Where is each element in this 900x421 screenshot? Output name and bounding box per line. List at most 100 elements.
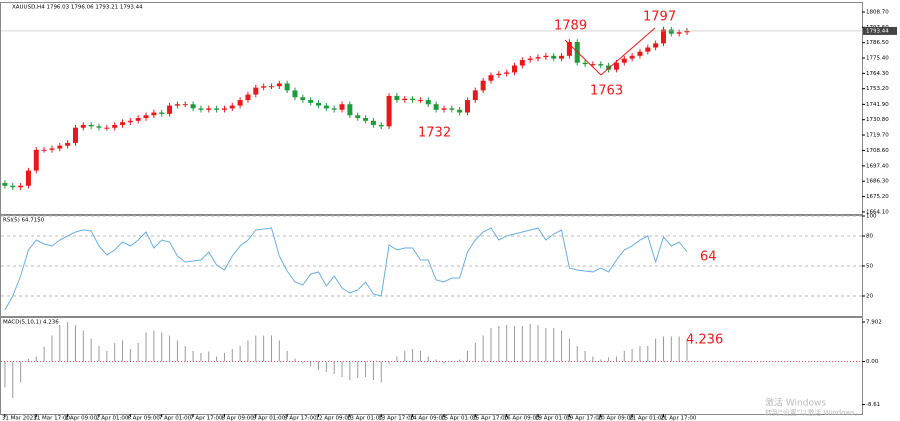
candle-body xyxy=(182,104,188,106)
candle-body xyxy=(276,83,282,87)
candle-body xyxy=(214,108,220,110)
watermark: 激活 Windows xyxy=(765,397,826,409)
candle-body xyxy=(660,29,666,44)
y-tick-label: 7.902 xyxy=(866,319,882,325)
y-tick-label: 1686.30 xyxy=(866,179,889,185)
candle-body xyxy=(331,108,337,110)
candle-body xyxy=(253,87,259,95)
candle-body xyxy=(159,112,165,114)
x-tick-label: 9 Apr 01:00 xyxy=(253,416,286,421)
candle-body xyxy=(566,41,572,56)
candle-body xyxy=(598,64,604,66)
candle-body xyxy=(559,55,565,59)
x-tick-label: 14 Apr 09:00 xyxy=(410,416,446,421)
candle-body xyxy=(96,126,102,128)
candle-body xyxy=(653,43,659,48)
x-tick-label: 2 Apr 01:00 xyxy=(96,416,129,421)
candle-body xyxy=(167,105,173,114)
candle-body xyxy=(551,55,557,59)
candle-body xyxy=(504,72,510,74)
candle-body xyxy=(120,122,126,125)
watermark: 转到“设置”以激活 Windows。 xyxy=(765,408,862,417)
candle-body xyxy=(88,124,94,127)
candle-body xyxy=(33,149,39,171)
y-tick-label: 1741.90 xyxy=(866,102,889,108)
x-tick-label: 16 Apr 09:00 xyxy=(504,416,540,421)
candle-body xyxy=(355,115,361,119)
candle-body xyxy=(347,104,353,116)
candle-body xyxy=(433,104,439,110)
annotation: 1797 xyxy=(643,10,676,25)
candle-body xyxy=(684,30,690,33)
candle-body xyxy=(582,62,588,65)
candle-body xyxy=(441,108,447,110)
candle-body xyxy=(135,118,141,121)
candle-body xyxy=(300,97,306,101)
y-tick-label: -8.61 xyxy=(866,402,880,408)
y-tick-label: 1786.50 xyxy=(866,40,889,46)
candle-body xyxy=(606,65,612,70)
candle-body xyxy=(370,120,376,125)
x-tick-label: 31 Mar 17:00 xyxy=(33,416,70,421)
candle-body xyxy=(41,149,47,151)
candle-body xyxy=(229,105,235,109)
x-tick-label: 13 Apr 01:00 xyxy=(347,416,383,421)
candle-body xyxy=(174,104,180,106)
candle-body xyxy=(190,104,196,109)
candle-body xyxy=(198,108,204,110)
x-tick-label: 31 Mar 2021 xyxy=(2,416,37,421)
candle-body xyxy=(10,185,16,188)
candle-body xyxy=(245,94,251,101)
last-price-label: 1793.44 xyxy=(866,28,889,34)
annotation: 1763 xyxy=(590,84,623,99)
x-tick-label: 19 Apr 17:00 xyxy=(566,416,602,421)
candle-body xyxy=(104,127,110,129)
candle-body xyxy=(645,47,651,52)
y-tick-label: 1730.80 xyxy=(866,117,889,123)
candle-body xyxy=(512,65,518,73)
annotation: 1732 xyxy=(418,126,451,141)
x-tick-label: 21 Apr 17:00 xyxy=(660,416,696,421)
x-tick-label: 13 Apr 17:00 xyxy=(378,416,414,421)
candle-body xyxy=(410,98,416,101)
x-tick-label: 1 Apr 09:00 xyxy=(65,416,98,421)
x-tick-label: 21 Apr 01:00 xyxy=(629,416,665,421)
candle-body xyxy=(402,98,408,101)
macd-title: MACD(5,10,1) 4.236 xyxy=(3,320,59,326)
candle-body xyxy=(394,95,400,101)
candle-body xyxy=(496,73,502,76)
candle-body xyxy=(25,170,31,186)
y-tick-label: 1719.70 xyxy=(866,133,889,139)
candle-body xyxy=(151,112,157,116)
candle-body xyxy=(65,142,71,146)
y-tick-label: 80 xyxy=(866,234,873,240)
candle-body xyxy=(378,124,384,127)
candle-body xyxy=(49,148,55,150)
candle-body xyxy=(590,64,596,66)
y-tick-label: 1753.20 xyxy=(866,86,889,92)
macd-panel xyxy=(0,317,863,415)
rsi-line xyxy=(4,227,688,311)
candle-body xyxy=(457,109,463,113)
zigzag xyxy=(564,27,656,76)
y-tick-label: 20 xyxy=(866,294,873,300)
annotation: 1789 xyxy=(554,19,587,34)
candle-body xyxy=(80,124,86,128)
y-tick-label: 1708.60 xyxy=(866,148,889,154)
x-tick-label: 6 Apr 09:00 xyxy=(127,416,160,421)
candle-body xyxy=(613,62,619,70)
y-tick-label: 100 xyxy=(866,214,877,220)
candle-body xyxy=(57,145,63,149)
candle-body xyxy=(386,95,392,127)
candle-body xyxy=(629,55,635,59)
candle-body xyxy=(637,51,643,56)
candle-body xyxy=(127,120,133,123)
candle-body xyxy=(449,108,455,110)
x-tick-label: 15 Apr 17:00 xyxy=(472,416,508,421)
x-tick-label: 9 Apr 17:00 xyxy=(284,416,317,421)
candle-body xyxy=(143,115,149,119)
x-tick-label: 19 Apr 01:00 xyxy=(535,416,571,421)
candle-body xyxy=(535,57,541,59)
candle-body xyxy=(417,100,423,102)
